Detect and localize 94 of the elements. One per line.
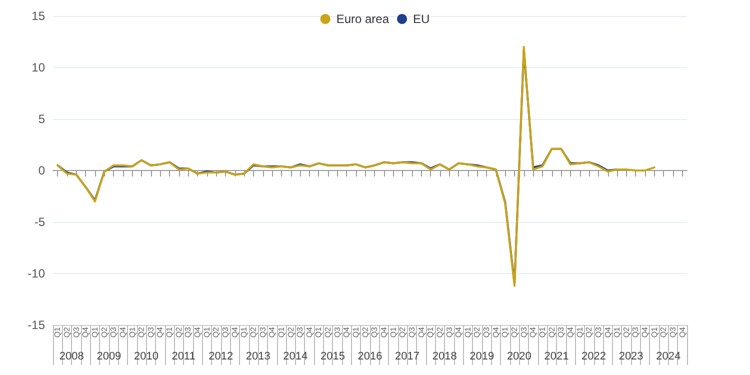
x-tick-label: Q2: [659, 326, 668, 338]
x-tick-label: Q2: [286, 326, 296, 338]
x-tick-label: Q4: [118, 326, 128, 338]
text: 2018: [432, 350, 457, 362]
text: 2021: [544, 350, 569, 362]
y-tick-label: -5: [34, 215, 46, 229]
x-tick-label: Q3: [594, 326, 603, 338]
x-tick-label: Q3: [631, 326, 640, 338]
x-tick-label: Q2: [472, 326, 482, 338]
x-tick-label: Q4: [454, 326, 464, 338]
x-tick-label: Q1: [128, 326, 137, 338]
x-tick-label: Q4: [678, 326, 687, 338]
x-tick-label: Q3: [72, 326, 81, 338]
text: 2009: [96, 350, 122, 362]
text: 2013: [246, 350, 270, 362]
x-tick-label: Q2: [584, 326, 594, 338]
x-tick-label: Q1: [463, 326, 472, 338]
x-tick-label: Q3: [258, 326, 268, 338]
x-tick-label: Q2: [324, 326, 333, 338]
x-tick-label: Q4: [416, 326, 426, 338]
y-tick-label: 5: [38, 112, 46, 126]
text: 2016: [358, 350, 382, 362]
x-tick-label: Q2: [100, 326, 109, 338]
x-tick-label: Q2: [510, 326, 520, 338]
x-tick-label: Q1: [314, 326, 324, 338]
x-tick-label: Q4: [566, 326, 575, 338]
x-tick-label: Q3: [668, 326, 678, 338]
y-tick-label: -10: [28, 266, 46, 280]
x-tick-label: Q1: [650, 326, 659, 338]
x-tick-label: Q4: [342, 326, 352, 338]
x-tick-label: Q3: [296, 326, 305, 338]
x-tick-label: Q2: [360, 326, 370, 338]
x-tick-label: Q3: [444, 326, 454, 338]
x-tick-label: Q4: [81, 326, 90, 338]
x-tick-label: Q1: [90, 326, 100, 338]
x-tick-label: Q2: [212, 326, 221, 338]
x-tick-label: Q2: [137, 326, 146, 338]
x-tick-label: Q3: [146, 326, 156, 338]
x-tick-label: Q2: [248, 326, 258, 338]
x-tick-label: Q1: [165, 326, 174, 338]
x-tick-label: Q2: [398, 326, 408, 338]
y-tick-label: 10: [32, 60, 46, 74]
text: 2015: [320, 350, 345, 362]
x-tick-label: Q4: [156, 326, 165, 338]
x-tick-label: Q1: [202, 326, 212, 338]
x-tick-label: Q3: [482, 326, 492, 338]
x-tick-label: Q4: [379, 326, 388, 338]
x-tick-label: Q1: [612, 326, 622, 338]
text: 2014: [283, 350, 308, 362]
y-tick-label: -15: [28, 318, 46, 332]
legend-label: Euro area: [336, 12, 390, 26]
x-tick-label: Q2: [547, 326, 556, 338]
x-tick-label: Q3: [407, 326, 416, 338]
y-tick-label: 15: [32, 9, 46, 23]
x-tick-label: Q4: [491, 326, 500, 338]
text: 2010: [134, 350, 158, 362]
x-tick-label: Q3: [332, 326, 342, 338]
x-tick-label: Q1: [53, 326, 62, 338]
x-tick-label: Q1: [500, 326, 510, 338]
x-tick-label: Q4: [193, 326, 202, 338]
text: 2022: [582, 350, 606, 362]
x-tick-label: Q4: [603, 326, 612, 338]
x-tick-label: Q3: [184, 326, 193, 338]
x-tick-label: Q1: [240, 326, 249, 338]
x-tick-label: Q4: [268, 326, 277, 338]
x-tick-label: Q4: [230, 326, 240, 338]
x-tick-label: Q2: [174, 326, 184, 338]
text: 2020: [506, 350, 532, 362]
x-tick-label: Q1: [538, 326, 547, 338]
x-tick-label: Q1: [426, 326, 436, 338]
x-tick-label: Q2: [435, 326, 444, 338]
text: 2008: [59, 350, 84, 362]
x-tick-label: Q3: [220, 326, 230, 338]
text: 2011: [172, 350, 196, 362]
text: 2019: [470, 350, 494, 362]
text: 2024: [656, 350, 681, 362]
x-tick-label: Q2: [62, 326, 72, 338]
x-tick-label: Q4: [528, 326, 538, 338]
x-tick-label: Q1: [352, 326, 361, 338]
x-tick-label: Q4: [640, 326, 650, 338]
y-tick-label: 0: [38, 164, 46, 178]
x-tick-label: Q3: [556, 326, 566, 338]
x-tick-label: Q1: [276, 326, 286, 338]
x-tick-label: Q3: [370, 326, 380, 338]
x-tick-label: Q4: [304, 326, 314, 338]
text: 2012: [208, 350, 234, 362]
text: 2017: [395, 350, 420, 362]
x-tick-label: Q1: [575, 326, 584, 338]
x-tick-label: Q3: [519, 326, 528, 338]
x-tick-label: Q1: [388, 326, 398, 338]
legend-label: EU: [413, 12, 430, 26]
x-tick-label: Q2: [622, 326, 631, 338]
x-tick-label: Q3: [109, 326, 118, 338]
text: 2023: [618, 350, 644, 362]
